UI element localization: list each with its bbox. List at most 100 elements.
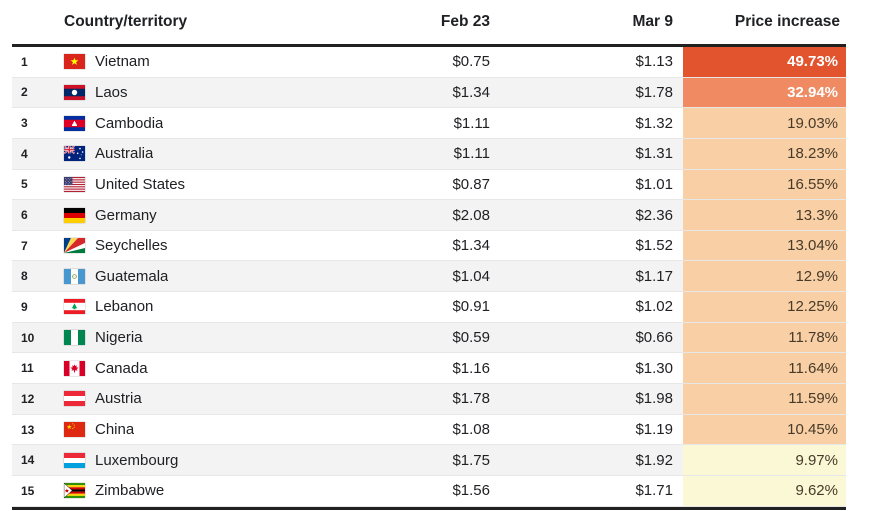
price-increase-cell: 10.45% xyxy=(683,414,846,445)
rank-label: 5 xyxy=(21,177,28,192)
flag-cambodia-icon xyxy=(64,115,85,131)
table-row: 5 United States $0.87 $1.01 16.55% xyxy=(12,169,846,201)
country-cell: Canada xyxy=(52,353,370,383)
price-increase-cell: 49.73% xyxy=(683,47,846,77)
mar9-price: $1.13 xyxy=(635,53,673,71)
price-increase-cell: 11.59% xyxy=(683,384,846,414)
flag-nigeria-icon xyxy=(64,330,85,346)
table-row: 4 Australia $1.11 $1.31 18.23% xyxy=(12,138,846,170)
mar9-price: $1.78 xyxy=(635,83,673,101)
mar9-price: $1.32 xyxy=(635,114,673,132)
flag-zimbabwe-icon xyxy=(64,483,85,499)
feb23-price: $1.08 xyxy=(452,421,490,438)
feb23-price: $1.56 xyxy=(452,482,490,500)
header-rule xyxy=(12,44,846,47)
mar9-price: $1.92 xyxy=(635,451,673,469)
feb23-price: $0.75 xyxy=(452,53,490,71)
feb23-price: $1.11 xyxy=(453,145,490,163)
flag-laos-icon xyxy=(64,84,85,100)
mar9-price: $1.98 xyxy=(635,390,673,408)
rank-label: 9 xyxy=(21,299,28,314)
table-body: 1 Vietnam $0.75 $1.13 49.73% 2 Laos $1.34 $1.78 3… xyxy=(12,47,846,507)
table-row: 7 Seychelles $1.34 $1.52 13.04% xyxy=(12,230,846,262)
price-increase-cell: 12.25% xyxy=(683,292,846,322)
country-name: United States xyxy=(95,175,186,193)
country-name: Australia xyxy=(95,145,154,163)
mar9-price: $0.66 xyxy=(635,329,673,347)
rank-label: 3 xyxy=(21,116,28,131)
table-row: 1 Vietnam $0.75 $1.13 49.73% xyxy=(12,47,846,78)
table-row: 12 Austria $1.78 $1.98 11.59% xyxy=(12,384,846,415)
table-row: 6 Germany $2.08 $2.36 13.3% xyxy=(12,200,846,231)
feb23-column-header: Feb 23 xyxy=(440,13,490,30)
price-increase-cell: 16.55% xyxy=(683,169,846,200)
rank-label: 12 xyxy=(21,391,35,406)
price-increase-cell: 9.62% xyxy=(683,475,846,506)
table-header: Country/territory Feb 23 Mar 9 Price inc… xyxy=(12,0,846,44)
rank-label: 7 xyxy=(21,238,28,253)
mar9-price: $1.19 xyxy=(635,421,673,438)
flag-china-icon xyxy=(64,422,85,437)
feb23-price: $1.04 xyxy=(452,267,490,285)
country-cell: Cambodia xyxy=(52,108,370,138)
bottom-rule xyxy=(12,506,846,510)
flag-canada-icon xyxy=(64,360,85,376)
price-increase-cell: 13.3% xyxy=(683,200,846,230)
price-increase-cell: 13.04% xyxy=(683,230,846,261)
country-name: Luxembourg xyxy=(95,451,179,469)
rank-label: 6 xyxy=(21,208,28,223)
table-row: 14 Luxembourg $1.75 $1.92 9.97% xyxy=(12,445,846,476)
feb23-price: $0.91 xyxy=(452,298,490,316)
mar9-price: $1.31 xyxy=(635,145,673,163)
table-row: 3 Cambodia $1.11 $1.32 19.03% xyxy=(12,108,846,139)
price-increase-cell: 12.9% xyxy=(683,261,846,292)
mar9-price: $1.30 xyxy=(635,359,673,377)
rank-label: 10 xyxy=(21,330,35,345)
mar9-price: $1.52 xyxy=(635,237,673,255)
country-name: Nigeria xyxy=(95,329,143,347)
mar9-price: $1.17 xyxy=(635,267,673,285)
flag-guatemala-icon xyxy=(64,268,85,284)
price-increase-cell: 32.94% xyxy=(683,77,846,108)
country-name: Seychelles xyxy=(95,237,168,255)
flag-austria-icon xyxy=(64,391,85,407)
country-name: China xyxy=(95,421,135,438)
price-increase-cell: 11.78% xyxy=(683,322,846,353)
table-row: 9 Lebanon $0.91 $1.02 12.25% xyxy=(12,292,846,323)
price-increase-cell: 9.97% xyxy=(683,445,846,475)
country-cell: Nigeria xyxy=(52,323,370,353)
country-cell: Lebanon xyxy=(52,292,370,322)
country-cell: Germany xyxy=(52,200,370,230)
feb23-price: $1.16 xyxy=(452,359,490,377)
table-row: 15 Zimbabwe $1.56 $1.71 9.62% xyxy=(12,475,846,507)
rank-label: 1 xyxy=(21,54,28,69)
country-name: Germany xyxy=(95,206,157,224)
country-cell: Zimbabwe xyxy=(52,476,370,506)
flag-luxembourg-icon xyxy=(64,452,85,468)
rank-label: 11 xyxy=(21,361,34,376)
country-cell: Luxembourg xyxy=(52,445,370,475)
feb23-price: $0.59 xyxy=(452,329,490,347)
country-cell: Seychelles xyxy=(52,231,370,261)
country-cell: United States xyxy=(52,170,370,200)
flag-seychelles-icon xyxy=(64,238,85,254)
flag-lebanon-icon xyxy=(64,299,85,315)
price-increase-cell: 19.03% xyxy=(683,108,846,138)
country-name: Guatemala xyxy=(95,267,169,285)
table-row: 2 Laos $1.34 $1.78 32.94% xyxy=(12,77,846,109)
country-name: Lebanon xyxy=(95,298,154,316)
country-cell: Laos xyxy=(52,78,370,108)
country-cell: Austria xyxy=(52,384,370,414)
rank-label: 8 xyxy=(21,269,28,284)
rank-label: 13 xyxy=(21,422,35,437)
country-name: Vietnam xyxy=(95,53,150,71)
rank-label: 2 xyxy=(21,85,28,100)
feb23-price: $2.08 xyxy=(452,206,490,224)
rank-label: 4 xyxy=(21,146,28,161)
country-cell: Guatemala xyxy=(52,261,370,291)
mar9-price: $1.01 xyxy=(635,175,673,193)
feb23-price: $1.34 xyxy=(452,83,490,101)
price-increase-cell: 18.23% xyxy=(683,138,846,169)
country-name: Laos xyxy=(95,83,128,101)
